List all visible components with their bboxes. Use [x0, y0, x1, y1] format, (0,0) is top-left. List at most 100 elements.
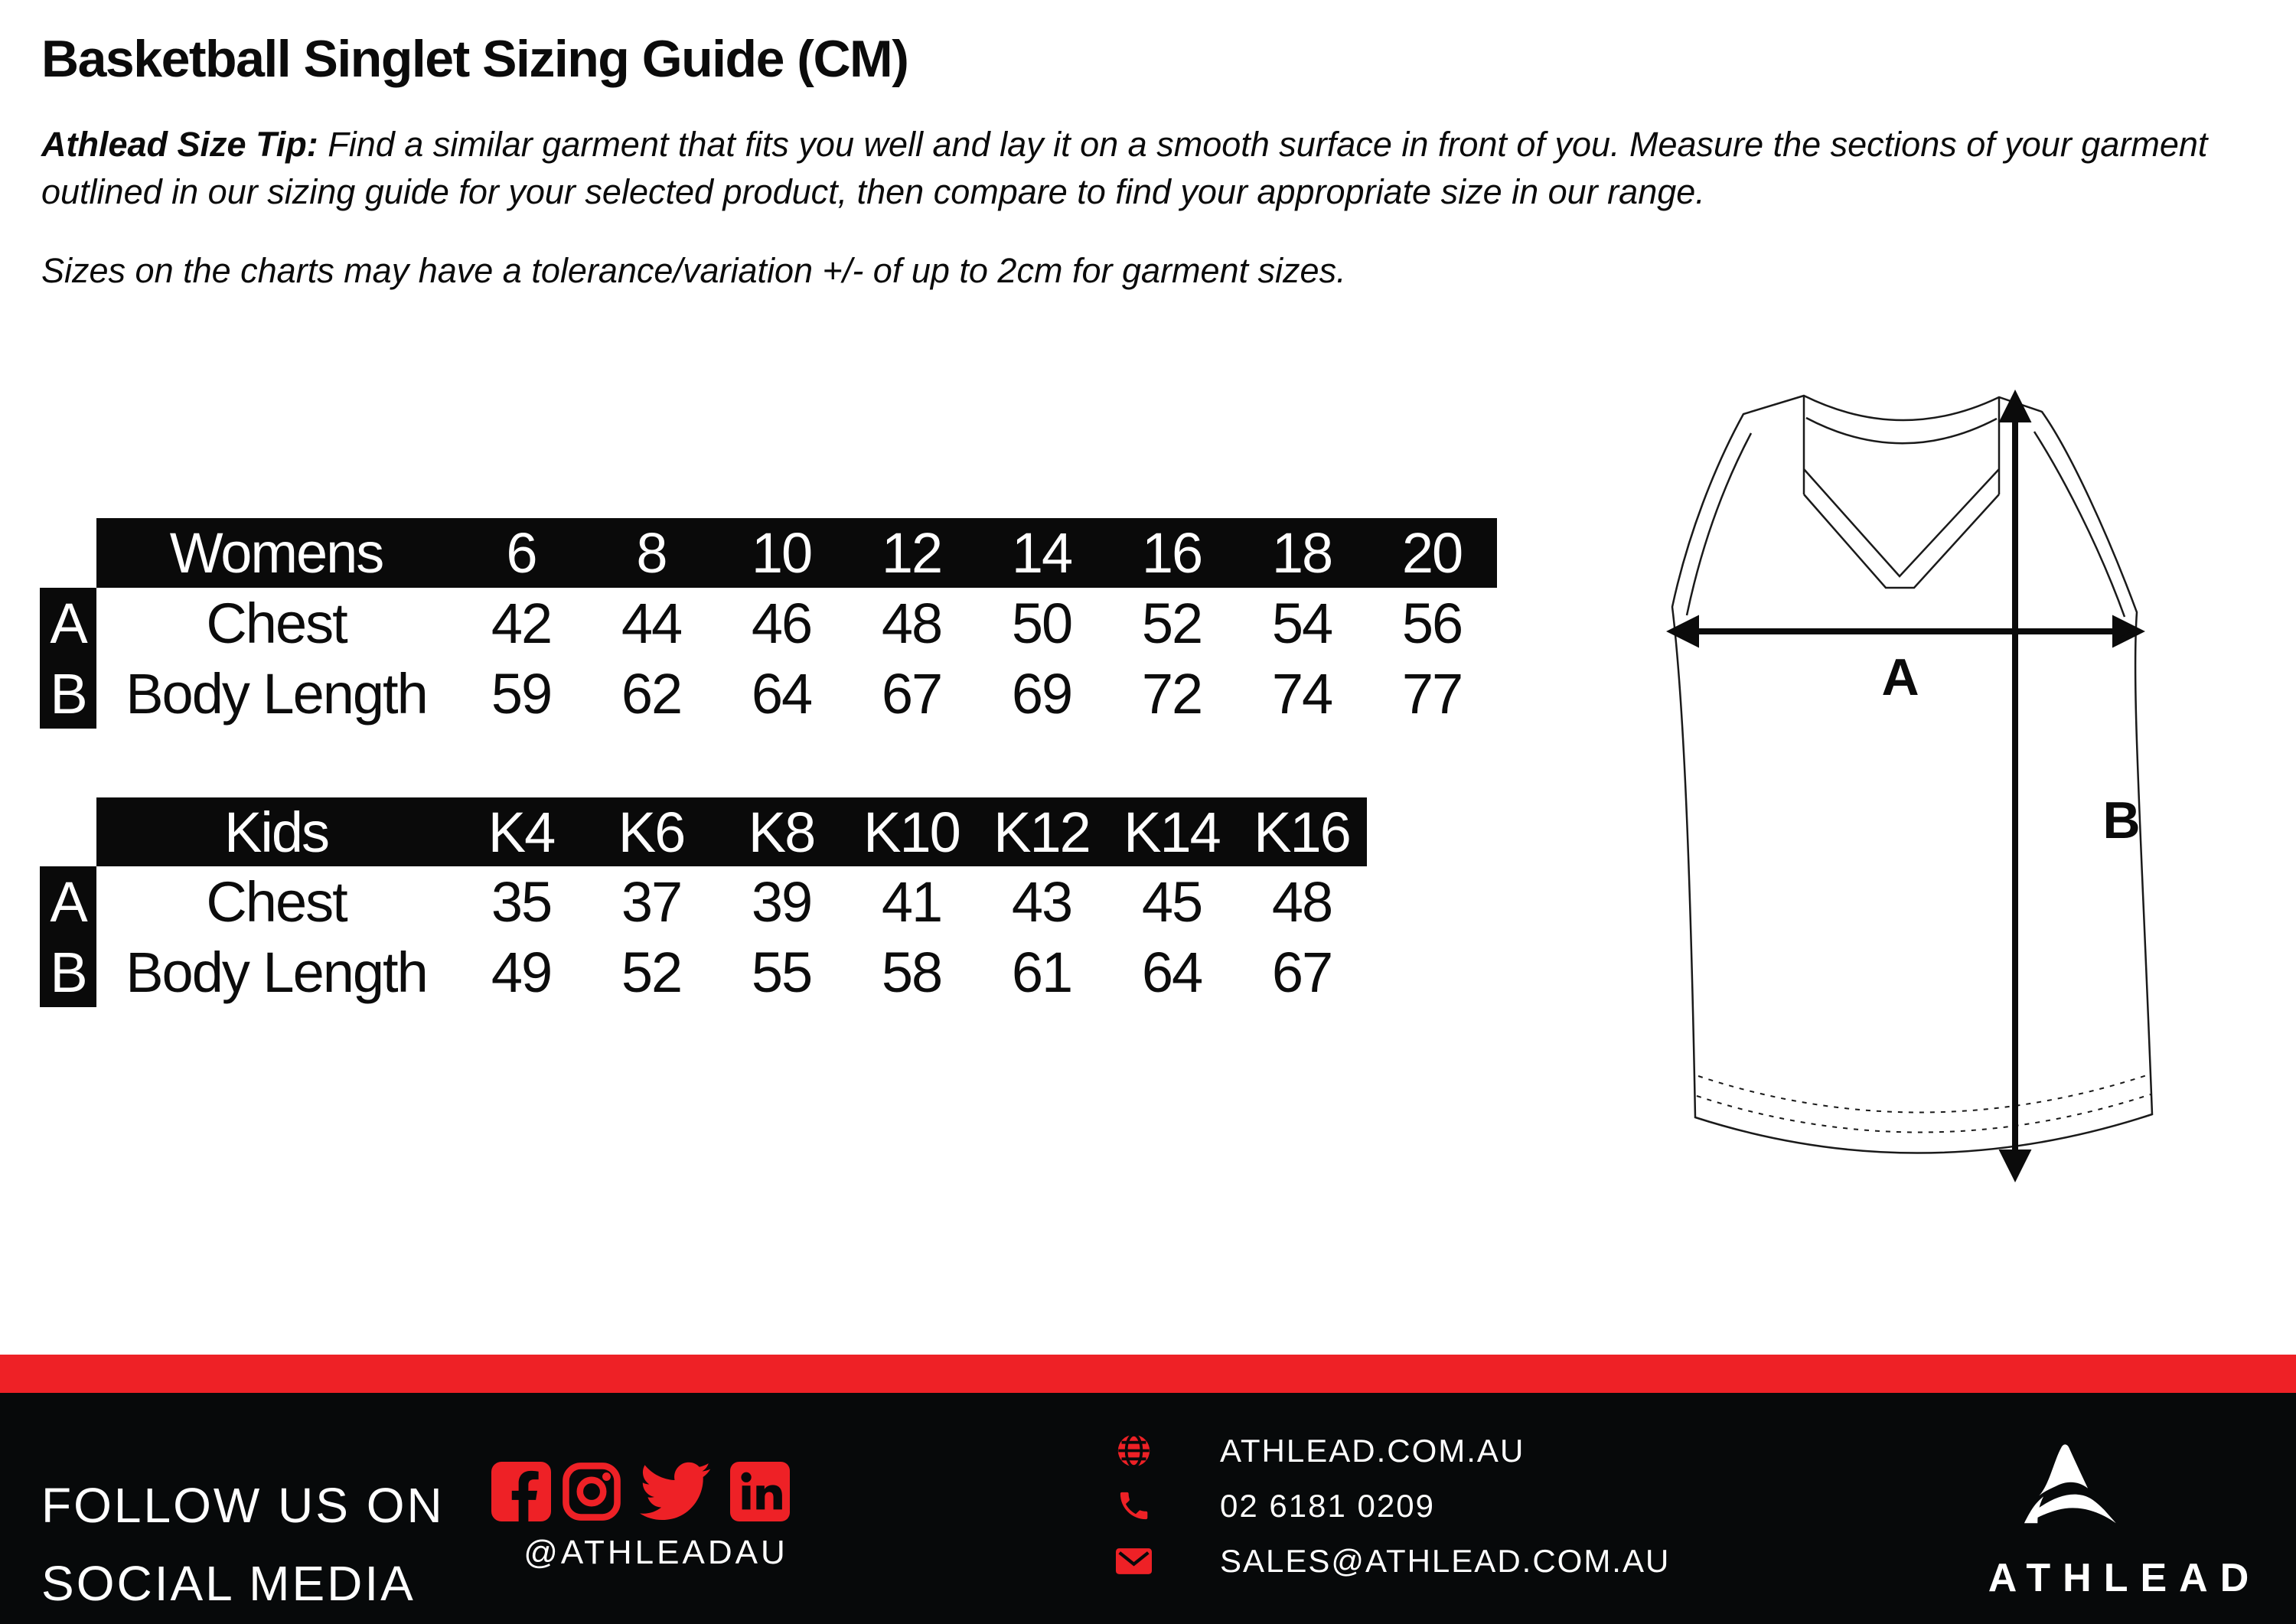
measurement-value: 72 [1141, 661, 1203, 726]
hem-stitch-1 [1696, 1094, 2151, 1133]
website-text[interactable]: ATHLEAD.COM.AU [1220, 1432, 1525, 1469]
row-marker-B: B [40, 937, 96, 1007]
size-column-header: 20 [1367, 518, 1497, 588]
measurement-value: 41 [881, 869, 943, 934]
measurement-value: 35 [491, 869, 553, 934]
size-column-header: K8 [716, 797, 846, 866]
measurement-value: 44 [621, 591, 683, 655]
chest-measure-label: A [1881, 648, 1919, 706]
measurement-value: 43 [1011, 869, 1073, 934]
contact-block: ATHLEAD.COM.AU 02 6181 0209 SALES@ATH [1114, 1433, 1670, 1579]
measurement-value: 52 [1141, 591, 1203, 655]
measurement-value: 46 [751, 591, 813, 655]
singlet-diagram: A B [1666, 390, 2154, 1182]
size-column-header: 16 [1107, 518, 1237, 588]
measurement-value: 62 [621, 661, 683, 726]
size-tip-lead: Athlead Size Tip: [41, 125, 318, 164]
measurement-value: 74 [1271, 661, 1333, 726]
size-column-header: K16 [1237, 797, 1367, 866]
table-group-label: Kids [96, 797, 456, 866]
facebook-icon[interactable] [491, 1462, 551, 1521]
measurement-value: 69 [1011, 661, 1073, 726]
size-column-header: 14 [977, 518, 1107, 588]
measurement-label: Body Length [126, 940, 429, 1004]
kids-size-table: Kids K4 K6 K8 K10 K12 K14 K16 A Chest 35 37 39 41 43 45… [40, 797, 1367, 1007]
email-icon [1114, 1547, 1153, 1574]
measurement-value: 48 [1271, 869, 1333, 934]
size-tip-paragraph: Athlead Size Tip: Find a similar garment… [41, 121, 2268, 216]
measurement-label: Chest [206, 869, 347, 934]
measurement-value: 37 [621, 869, 683, 934]
marker-spacer [40, 518, 96, 588]
measurement-value: 64 [751, 661, 813, 726]
follow-line-2: SOCIAL MEDIA [41, 1556, 416, 1611]
size-column-header: 12 [846, 518, 977, 588]
measurement-value: 42 [491, 591, 553, 655]
follow-us-heading: FOLLOW US ON SOCIAL MEDIA [41, 1466, 445, 1622]
measurement-value: 54 [1271, 591, 1333, 655]
phone-text[interactable]: 02 6181 0209 [1220, 1487, 1435, 1524]
length-measure-label: B [2102, 791, 2140, 850]
social-handle[interactable]: @ATHLEADAU [523, 1534, 788, 1571]
phone-row: 02 6181 0209 [1114, 1488, 1670, 1524]
measurement-value: 52 [621, 940, 683, 1004]
email-row: SALES@ATHLEAD.COM.AU [1114, 1543, 1670, 1579]
armhole-binding-left [1685, 432, 1753, 616]
globe-icon [1114, 1433, 1153, 1469]
hem-stitch-2 [1698, 1074, 2150, 1114]
length-arrowhead-bottom [1998, 1150, 2032, 1182]
twitter-icon[interactable] [632, 1462, 719, 1521]
measurement-value: 61 [1011, 940, 1073, 1004]
vneck-outer [1803, 494, 2000, 589]
table-group-label: Womens [96, 518, 456, 588]
row-marker-B: B [40, 658, 96, 729]
measurement-value: 67 [1271, 940, 1333, 1004]
measurement-label: Chest [206, 591, 347, 655]
athlead-logo-mark [2024, 1444, 2116, 1524]
athlead-wordmark: ATHLEAD [1988, 1556, 2262, 1600]
linkedin-icon[interactable] [730, 1462, 790, 1521]
vneck-inner [1803, 468, 2000, 578]
social-media-block: @ATHLEADAU [491, 1460, 820, 1572]
measurement-value: 50 [1011, 591, 1073, 655]
measurement-value: 59 [491, 661, 553, 726]
measurement-label: Body Length [126, 661, 429, 726]
marker-spacer [40, 797, 96, 866]
footer: FOLLOW US ON SOCIAL MEDIA [0, 1393, 2296, 1624]
size-column-header: 8 [586, 518, 716, 588]
singlet-outline [1671, 394, 2154, 1154]
measurement-value: 77 [1401, 661, 1463, 726]
size-column-header: 10 [716, 518, 846, 588]
size-column-header: K14 [1107, 797, 1237, 866]
size-column-header: 18 [1237, 518, 1367, 588]
womens-size-table: Womens 6 8 10 12 14 16 18 20 A Chest 42 44 46 48 50 52 54… [40, 518, 1497, 729]
instagram-icon[interactable] [562, 1462, 621, 1521]
measurement-value: 39 [751, 869, 813, 934]
size-tip-text: Find a similar garment that fits you wel… [41, 125, 2208, 211]
measurement-value: 56 [1401, 591, 1463, 655]
length-arrowhead-top [1998, 390, 2032, 422]
measurement-value: 58 [881, 940, 943, 1004]
size-column-header: K4 [456, 797, 586, 866]
armhole-binding-right [2033, 431, 2126, 618]
follow-line-1: FOLLOW US ON [41, 1478, 445, 1533]
measurement-value: 48 [881, 591, 943, 655]
measurement-value: 49 [491, 940, 553, 1004]
size-column-header: K12 [977, 797, 1107, 866]
size-column-header: K10 [846, 797, 977, 866]
email-text[interactable]: SALES@ATHLEAD.COM.AU [1220, 1542, 1671, 1579]
phone-icon [1114, 1488, 1153, 1524]
tolerance-note: Sizes on the charts may have a tolerance… [41, 251, 1346, 290]
measurement-value: 55 [751, 940, 813, 1004]
measurement-value: 45 [1141, 869, 1203, 934]
measurement-value: 64 [1141, 940, 1203, 1004]
measurement-value: 67 [881, 661, 943, 726]
chest-arrowhead-left [1666, 615, 1699, 648]
size-column-header: 6 [456, 518, 586, 588]
chest-arrowhead-right [2112, 615, 2145, 648]
neck-binding [1805, 416, 1998, 445]
row-marker-A: A [40, 588, 96, 658]
page-title: Basketball Singlet Sizing Guide (CM) [41, 30, 909, 88]
website-row: ATHLEAD.COM.AU [1114, 1433, 1670, 1469]
